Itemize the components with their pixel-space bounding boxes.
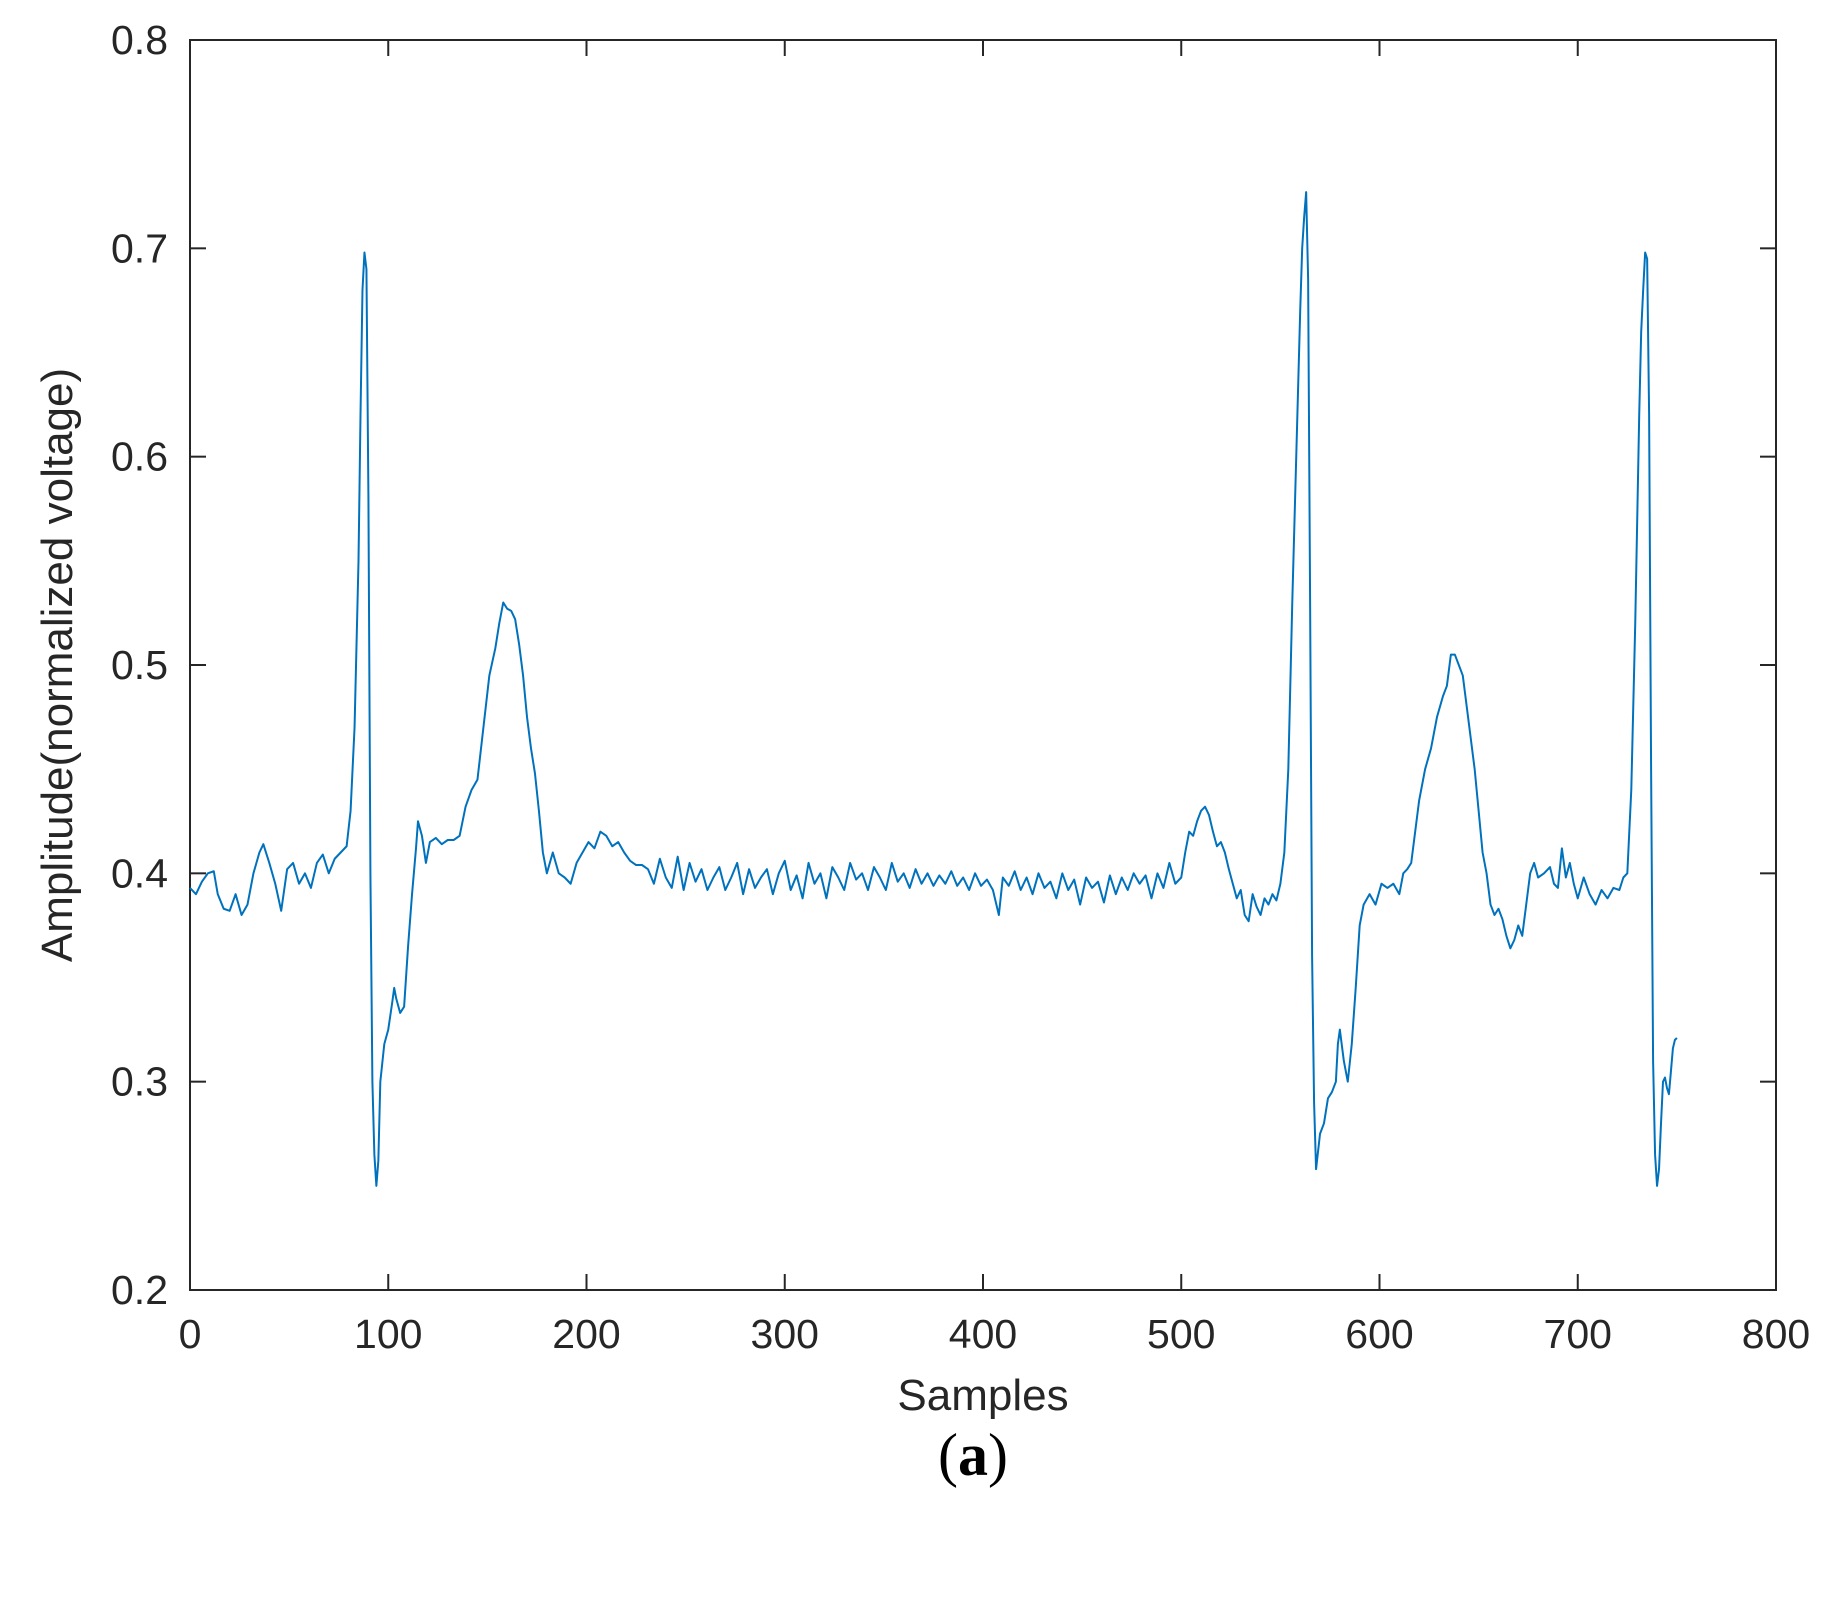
y-tick-label: 0.8 xyxy=(111,17,168,63)
x-tick-label: 0 xyxy=(179,1311,202,1357)
x-tick-label: 100 xyxy=(354,1311,422,1357)
x-tick-label: 200 xyxy=(552,1311,620,1357)
y-tick-label: 0.7 xyxy=(111,225,168,271)
figure-caption: (a) xyxy=(938,1422,1008,1488)
y-tick-label: 0.3 xyxy=(111,1059,168,1105)
x-tick-label: 500 xyxy=(1147,1311,1215,1357)
x-tick-label: 400 xyxy=(949,1311,1017,1357)
caption-close-paren: ) xyxy=(988,1422,1008,1488)
plot-area: 0 100 200 300 400 500 600 700 800 0.2 0.3 0.4 0.5 0.6… xyxy=(111,17,1810,1357)
x-tick-label: 700 xyxy=(1544,1311,1612,1357)
caption-open-paren: ( xyxy=(938,1422,958,1488)
y-tick-label: 0.5 xyxy=(111,642,168,688)
y-axis-title: Amplitude(normalized voltage) xyxy=(33,368,82,962)
series-line xyxy=(189,191,1678,1187)
caption-letter: a xyxy=(958,1422,988,1488)
x-tick-label: 300 xyxy=(751,1311,819,1357)
y-tick-label: 0.6 xyxy=(111,434,168,480)
x-tick-label: 600 xyxy=(1345,1311,1413,1357)
x-axis-title: Samples xyxy=(897,1371,1068,1420)
y-tick-label: 0.2 xyxy=(111,1267,168,1313)
x-tick-label: 800 xyxy=(1742,1311,1810,1357)
y-tick-label: 0.4 xyxy=(111,850,168,896)
